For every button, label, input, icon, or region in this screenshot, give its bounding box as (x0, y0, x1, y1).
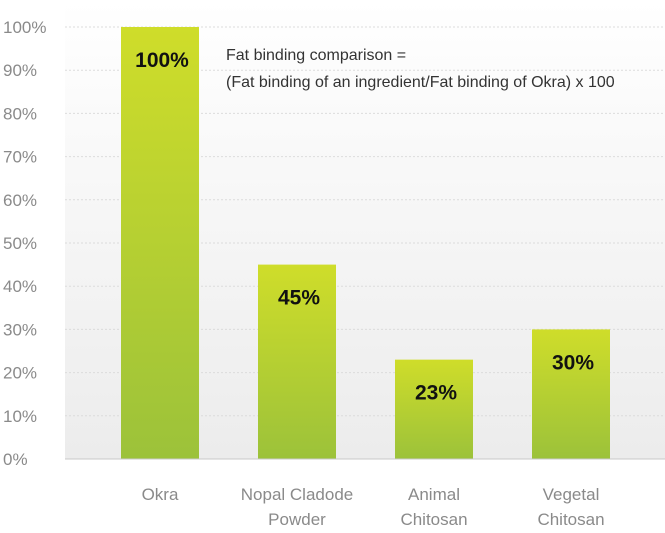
bar (258, 264, 336, 459)
data-labels: 100% 45% 23% 30% (135, 49, 594, 405)
x-category-label: Animal (408, 485, 460, 504)
y-tick-label: 50% (3, 234, 37, 253)
y-tick-label: 80% (3, 104, 37, 123)
data-label: 45% (278, 287, 320, 310)
data-label: 100% (135, 49, 189, 72)
y-tick-label: 40% (3, 277, 37, 296)
bar (395, 359, 473, 459)
y-tick-label: 20% (3, 364, 37, 383)
annotation-line: Fat binding comparison = (226, 47, 406, 64)
y-axis-ticks: 0% 10% 20% 30% 40% 50% 60% 70% 80% 90% 100% (3, 18, 46, 469)
y-tick-label: 70% (3, 148, 37, 167)
y-tick-label: 60% (3, 191, 37, 210)
x-category-label: Chitosan (537, 510, 604, 529)
y-tick-label: 10% (3, 407, 37, 426)
x-category-label: Okra (142, 485, 179, 504)
data-label: 30% (552, 351, 594, 374)
data-label: 23% (415, 382, 457, 405)
y-tick-label: 90% (3, 61, 37, 80)
y-tick-label: 0% (3, 450, 28, 469)
x-category-label: Powder (268, 510, 326, 529)
annotation-line: (Fat binding of an ingredient/Fat bindin… (226, 74, 615, 91)
bar (532, 329, 610, 459)
x-category-label: Vegetal (543, 485, 600, 504)
bar (121, 27, 199, 459)
x-category-label: Nopal Cladode (241, 485, 353, 504)
y-tick-label: 100% (3, 18, 46, 37)
formula-annotation: Fat binding comparison = (Fat binding of … (226, 47, 615, 91)
x-category-label: Chitosan (400, 510, 467, 529)
bars (121, 27, 610, 459)
y-tick-label: 30% (3, 320, 37, 339)
x-axis-category-labels: Okra Nopal Cladode Powder Animal Chitosan Veg… (142, 485, 605, 529)
